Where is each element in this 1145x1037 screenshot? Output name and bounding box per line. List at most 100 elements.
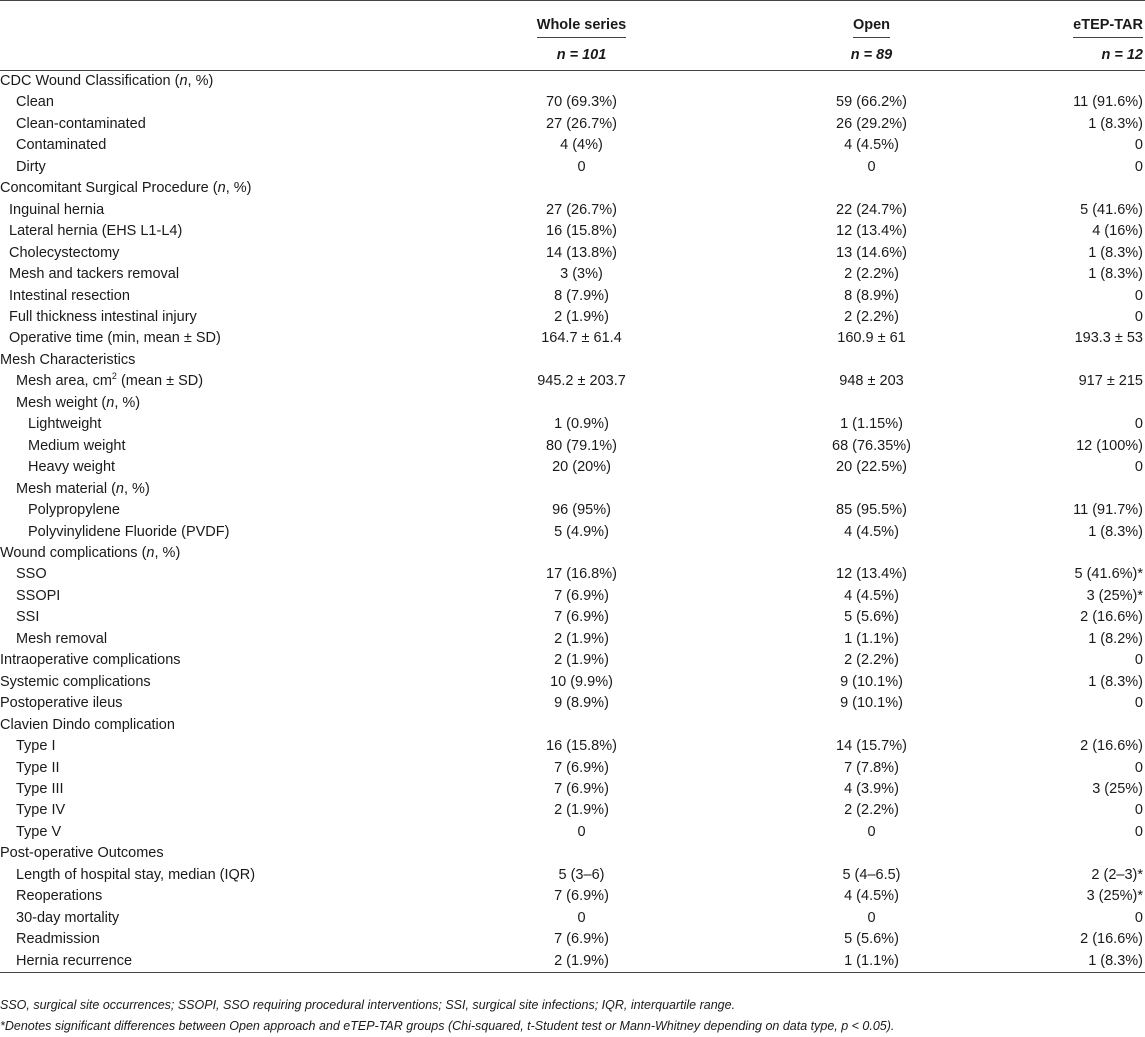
value-open: 5 (5.6%) xyxy=(844,609,899,626)
row-label: Mesh removal xyxy=(16,630,108,647)
row-label: Intraoperative complications xyxy=(0,652,181,669)
value-whole-series: 0 xyxy=(577,909,586,926)
row-label: Systemic complications xyxy=(0,673,151,690)
value-etep-tar: 917 ± 215 xyxy=(1078,373,1143,390)
value-open: 2 (2.2%) xyxy=(844,266,899,283)
row-label: Type II xyxy=(16,759,60,776)
value-whole-series xyxy=(417,71,746,93)
table-row: Polypropylene 96 (95%) 85 (95.5%) 11 (91.7%… xyxy=(0,500,1145,521)
value-etep-tar: 1 (8.3%) xyxy=(997,950,1145,974)
row-label: Post-operative Outcomes xyxy=(0,845,164,862)
value-whole-series: 16 (15.8%) xyxy=(546,223,617,240)
row-label: Mesh Characteristics xyxy=(0,351,136,368)
value-whole-series: 27 (26.7%) xyxy=(546,115,617,132)
value-etep-tar: 12 (100%) xyxy=(1076,437,1143,454)
value-etep-tar: 0 xyxy=(1134,459,1143,476)
row-label: Mesh area, cm2 (mean ± SD) xyxy=(16,371,204,390)
value-etep-tar: 0 xyxy=(1134,909,1143,926)
value-whole-series: 2 (1.9%) xyxy=(554,630,609,647)
value-etep-tar: 0 xyxy=(1134,823,1143,840)
table-row: Heavy weight 20 (20%) 20 (22.5%) 0 xyxy=(0,457,1145,478)
value-whole-series: 10 (9.9%) xyxy=(550,673,613,690)
table-row: Concomitant Surgical Procedure (n, %) xyxy=(0,178,1145,199)
value-whole-series: 14 (13.8%) xyxy=(546,244,617,261)
row-label: Dirty xyxy=(16,158,46,175)
results-table: Whole series Open eTEP-TAR n = 101 n = 8… xyxy=(0,0,1145,974)
value-etep-tar: 1 (8.3%) xyxy=(1088,523,1143,540)
table-row: Operative time (min, mean ± SD) 164.7 ± 6… xyxy=(0,328,1145,349)
row-label: Intestinal resection xyxy=(9,287,130,304)
value-etep-tar: 0 xyxy=(1134,759,1143,776)
value-whole-series: 2 (1.9%) xyxy=(554,308,609,325)
row-label: Readmission xyxy=(16,931,100,948)
value-etep-tar: 0 xyxy=(1134,137,1143,154)
value-etep-tar: 0 xyxy=(1134,158,1143,175)
value-open: 1 (1.1%) xyxy=(844,630,899,647)
value-open: 9 (10.1%) xyxy=(840,673,903,690)
value-etep-tar xyxy=(997,350,1145,371)
value-open: 2 (2.2%) xyxy=(844,802,899,819)
table-row: Lateral hernia (EHS L1-L4) 16 (15.8%) 12 (… xyxy=(0,221,1145,242)
value-etep-tar: 2 (16.6%) xyxy=(1080,931,1143,948)
value-etep-tar xyxy=(997,479,1145,500)
row-label: Wound complications (n, %) xyxy=(0,544,181,561)
footnote-significance: *Denotes significant differences between… xyxy=(0,1019,895,1033)
value-etep-tar xyxy=(997,393,1145,414)
value-etep-tar xyxy=(997,843,1145,864)
value-whole-series xyxy=(417,350,746,371)
value-etep-tar: 3 (25%) xyxy=(1092,780,1143,797)
value-etep-tar: 2 (16.6%) xyxy=(1080,609,1143,626)
value-open xyxy=(746,715,997,736)
header-row-groups: Whole series Open eTEP-TAR xyxy=(0,0,1145,40)
value-whole-series: 1 (0.9%) xyxy=(554,416,609,433)
table-row: Clean 70 (69.3%) 59 (66.2%) 11 (91.6%) xyxy=(0,92,1145,113)
value-etep-tar xyxy=(997,71,1145,93)
value-whole-series: 5 (3–6) xyxy=(558,866,605,883)
table-row: Cholecystectomy 14 (13.8%) 13 (14.6%) 1 (8.… xyxy=(0,243,1145,264)
row-label: Lateral hernia (EHS L1-L4) xyxy=(9,223,183,240)
value-etep-tar: 2 (16.6%) xyxy=(1080,738,1143,755)
value-etep-tar xyxy=(997,715,1145,736)
value-whole-series: 80 (79.1%) xyxy=(546,437,617,454)
table-row: Polyvinylidene Fluoride (PVDF) 5 (4.9%) 4 … xyxy=(0,522,1145,543)
row-label: Type IV xyxy=(16,802,66,819)
value-open xyxy=(746,543,997,564)
row-label: CDC Wound Classification (n, %) xyxy=(0,73,214,89)
table-row: Mesh Characteristics xyxy=(0,350,1145,371)
table-row: Type V 0 0 0 xyxy=(0,822,1145,843)
value-open: 5 (4–6.5) xyxy=(842,866,901,883)
value-open xyxy=(746,843,997,864)
value-whole-series: 2 (1.9%) xyxy=(554,652,609,669)
row-label: Contaminated xyxy=(16,137,107,154)
value-open: 2 (2.2%) xyxy=(844,652,899,669)
row-label: Clean xyxy=(16,94,54,111)
table-row: Full thickness intestinal injury 2 (1.9%)… xyxy=(0,307,1145,328)
value-open: 0 xyxy=(867,909,876,926)
table-row: Type IV 2 (1.9%) 2 (2.2%) 0 xyxy=(0,800,1145,821)
header-whole-series: Whole series xyxy=(417,0,746,40)
value-whole-series: 945.2 ± 203.7 xyxy=(537,373,626,390)
value-whole-series: 5 (4.9%) xyxy=(554,523,609,540)
value-whole-series: 164.7 ± 61.4 xyxy=(541,330,622,347)
value-open: 948 ± 203 xyxy=(839,373,904,390)
table-row: Clavien Dindo complication xyxy=(0,715,1145,736)
row-label: Concomitant Surgical Procedure (n, %) xyxy=(0,180,252,197)
table-row: Hernia recurrence 2 (1.9%) 1 (1.1%) 1 (8.3%… xyxy=(0,950,1145,974)
value-open xyxy=(746,350,997,371)
value-whole-series: 7 (6.9%) xyxy=(554,587,609,604)
value-open: 4 (4.5%) xyxy=(844,888,899,905)
value-etep-tar: 1 (8.3%) xyxy=(1088,244,1143,261)
row-label: Full thickness intestinal injury xyxy=(9,308,197,325)
row-label: Length of hospital stay, median (IQR) xyxy=(16,866,256,883)
value-whole-series xyxy=(417,479,746,500)
value-etep-tar: 0 xyxy=(1134,695,1143,712)
row-label: Mesh weight (n, %) xyxy=(16,394,141,411)
table-row: Mesh weight (n, %) xyxy=(0,393,1145,414)
row-label: Lightweight xyxy=(28,416,102,433)
row-label: Postoperative ileus xyxy=(0,695,123,712)
value-open: 0 xyxy=(867,823,876,840)
value-whole-series: 20 (20%) xyxy=(552,459,611,476)
row-label: Polyvinylidene Fluoride (PVDF) xyxy=(28,523,230,540)
value-etep-tar: 0 xyxy=(1134,308,1143,325)
value-open: 4 (3.9%) xyxy=(844,780,899,797)
